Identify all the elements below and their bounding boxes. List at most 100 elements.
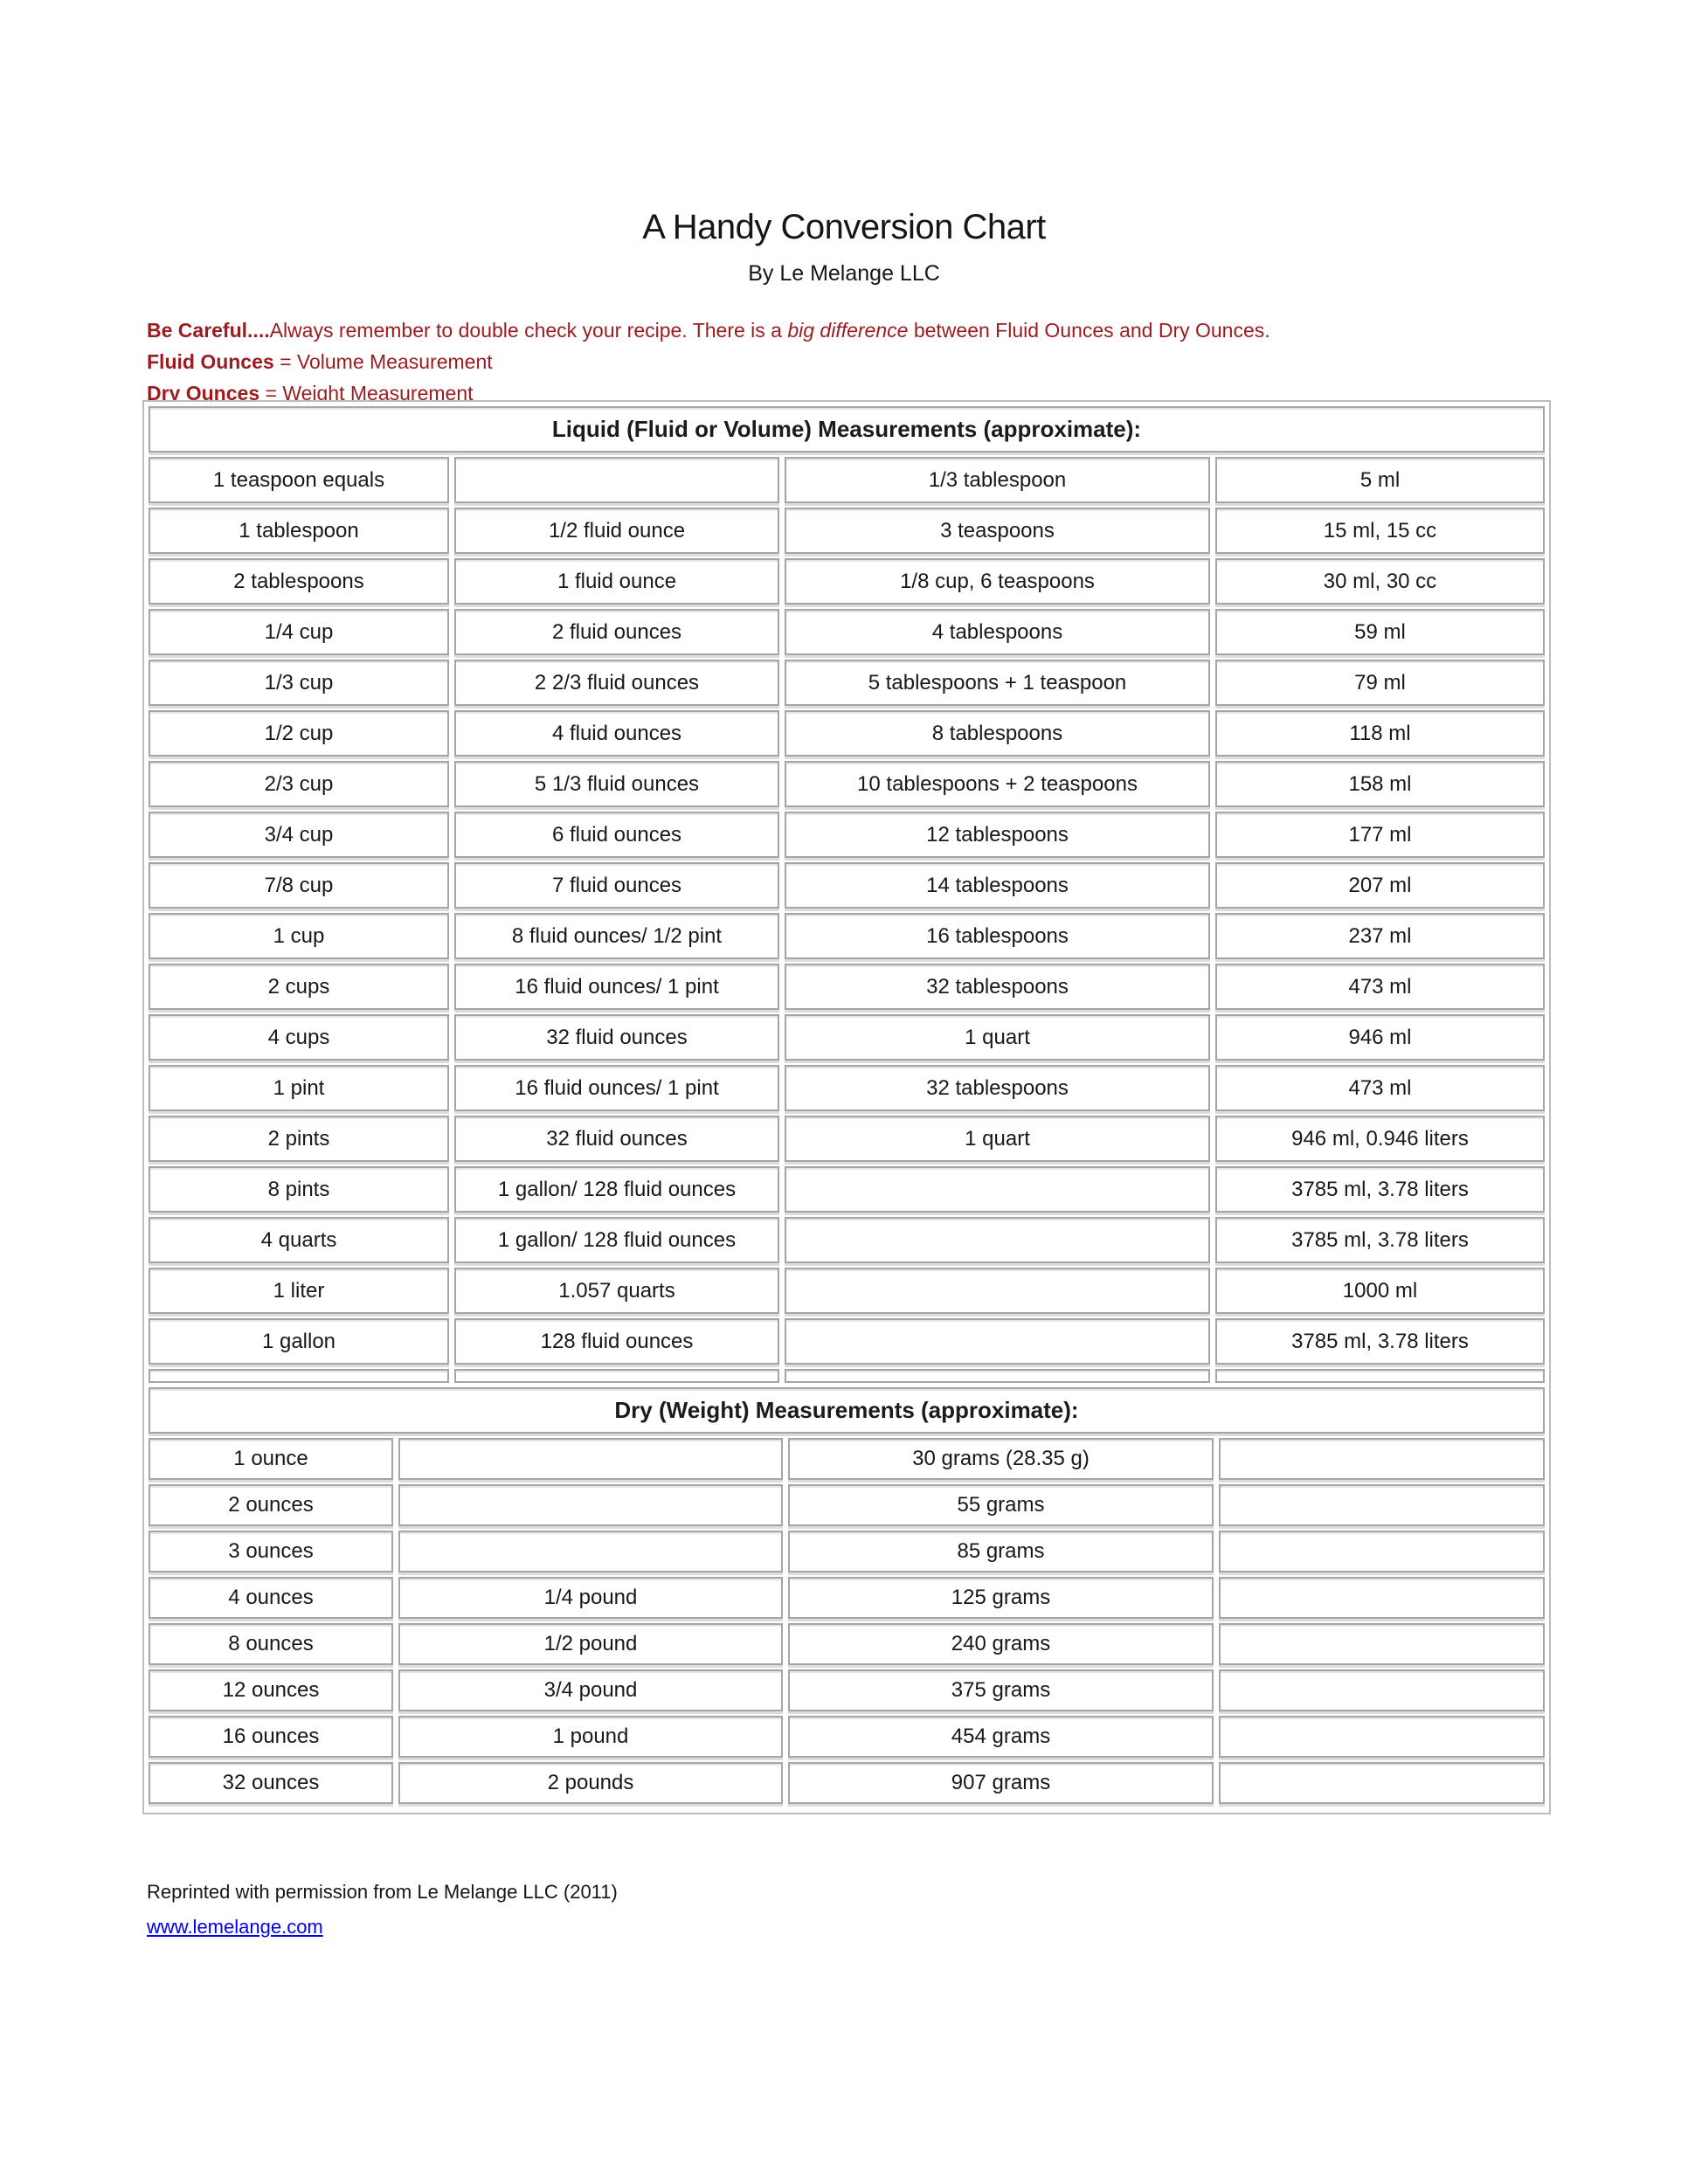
table-cell (785, 1166, 1210, 1213)
table-cell: 1/4 cup (149, 609, 449, 655)
table-cell: 237 ml (1215, 913, 1545, 959)
table-cell: 1 ounce (149, 1438, 393, 1480)
dry-table-header: Dry (Weight) Measurements (approximate): (149, 1387, 1545, 1434)
table-cell: 16 tablespoons (785, 913, 1210, 959)
liquid-table-header: Liquid (Fluid or Volume) Measurements (a… (149, 406, 1545, 453)
table-cell (398, 1484, 783, 1526)
table-cell: 1 fluid ounce (454, 558, 779, 605)
spacer-row (149, 1369, 1545, 1383)
table-cell: 2 cups (149, 964, 449, 1010)
table-cell: 3 ounces (149, 1531, 393, 1572)
spacer-cell (454, 1369, 779, 1383)
table-cell: 473 ml (1215, 964, 1545, 1010)
table-cell: 85 grams (788, 1531, 1214, 1572)
table-cell: 473 ml (1215, 1065, 1545, 1111)
table-cell: 128 fluid ounces (454, 1318, 779, 1365)
table-cell: 55 grams (788, 1484, 1214, 1526)
table-cell: 30 grams (28.35 g) (788, 1438, 1214, 1480)
table-cell: 12 ounces (149, 1669, 393, 1711)
table-cell: 79 ml (1215, 660, 1545, 706)
warning-text-1a: Always remember to double check your rec… (269, 319, 788, 342)
table-cell: 15 ml, 15 cc (1215, 508, 1545, 554)
table-cell: 8 ounces (149, 1623, 393, 1665)
table-cell: 1 tablespoon (149, 508, 449, 554)
table-cell: 1 pint (149, 1065, 449, 1111)
table-cell (454, 457, 779, 503)
table-cell: 4 cups (149, 1014, 449, 1061)
footer: Reprinted with permission from Le Melang… (147, 1875, 618, 1945)
website-link[interactable]: www.lemelange.com (147, 1916, 323, 1938)
table-cell (1219, 1669, 1545, 1711)
table-cell: 14 tablespoons (785, 862, 1210, 909)
table-cell: 207 ml (1215, 862, 1545, 909)
table-cell: 5 1/3 fluid ounces (454, 761, 779, 807)
warning-text-1b: between Fluid Ounces and Dry Ounces. (908, 319, 1270, 342)
table-cell: 1/2 pound (398, 1623, 783, 1665)
conversion-tables: Liquid (Fluid or Volume) Measurements (a… (142, 400, 1551, 1814)
table-cell: 2 pounds (398, 1762, 783, 1804)
table-cell: 3785 ml, 3.78 liters (1215, 1166, 1545, 1213)
table-cell: 6 fluid ounces (454, 812, 779, 858)
warning-line-2: Fluid Ounces = Volume Measurement (147, 346, 1562, 377)
table-cell: 1 gallon/ 128 fluid ounces (454, 1166, 779, 1213)
table-cell: 454 grams (788, 1716, 1214, 1758)
table-cell: 8 tablespoons (785, 710, 1210, 757)
liquid-table: 1 teaspoon equals 1/3 tablespoon 5 ml 1 tab… (149, 457, 1545, 1365)
table-cell: 1/2 cup (149, 710, 449, 757)
table-cell (1219, 1762, 1545, 1804)
table-cell: 7 fluid ounces (454, 862, 779, 909)
table-cell: 4 tablespoons (785, 609, 1210, 655)
table-cell (1219, 1623, 1545, 1665)
warning-bold-1: Be Careful.... (147, 319, 270, 342)
table-cell: 32 ounces (149, 1762, 393, 1804)
warning-italic-1: big difference (787, 319, 909, 342)
table-cell (785, 1217, 1210, 1263)
table-cell: 8 pints (149, 1166, 449, 1213)
spacer-cell (785, 1369, 1210, 1383)
table-cell: 1 pound (398, 1716, 783, 1758)
table-cell: 12 tablespoons (785, 812, 1210, 858)
table-cell (1219, 1716, 1545, 1758)
warning-bold-2: Fluid Ounces (147, 350, 274, 373)
warning-text-2: = Volume Measurement (273, 350, 493, 373)
table-cell: 907 grams (788, 1762, 1214, 1804)
table-cell: 1 quart (785, 1116, 1210, 1162)
page-title: A Handy Conversion Chart (642, 208, 1046, 246)
warning-block: Be Careful....Always remember to double … (147, 314, 1562, 409)
table-cell: 7/8 cup (149, 862, 449, 909)
table-cell: 2/3 cup (149, 761, 449, 807)
spacer-cell (1215, 1369, 1545, 1383)
table-cell (1219, 1531, 1545, 1572)
table-cell: 3 teaspoons (785, 508, 1210, 554)
table-cell: 118 ml (1215, 710, 1545, 757)
table-cell (1219, 1438, 1545, 1480)
table-cell: 5 ml (1215, 457, 1545, 503)
table-cell: 5 tablespoons + 1 teaspoon (785, 660, 1210, 706)
table-cell: 1.057 quarts (454, 1268, 779, 1314)
table-cell: 375 grams (788, 1669, 1214, 1711)
table-cell: 3785 ml, 3.78 liters (1215, 1318, 1545, 1365)
table-cell: 10 tablespoons + 2 teaspoons (785, 761, 1210, 807)
table-cell: 3785 ml, 3.78 liters (1215, 1217, 1545, 1263)
table-cell (398, 1438, 783, 1480)
table-cell: 177 ml (1215, 812, 1545, 858)
dry-table: 1 ounce 30 grams (28.35 g) 2 ounces 55 gram… (149, 1438, 1545, 1804)
table-cell: 16 fluid ounces/ 1 pint (454, 964, 779, 1010)
table-cell: 1 liter (149, 1268, 449, 1314)
table-cell: 3/4 cup (149, 812, 449, 858)
table-cell: 8 fluid ounces/ 1/2 pint (454, 913, 779, 959)
table-cell: 1 cup (149, 913, 449, 959)
page-subtitle: By Le Melange LLC (748, 261, 940, 286)
table-cell: 1/4 pound (398, 1577, 783, 1619)
table-cell: 158 ml (1215, 761, 1545, 807)
table-cell: 1 gallon/ 128 fluid ounces (454, 1217, 779, 1263)
table-cell: 1/3 tablespoon (785, 457, 1210, 503)
table-cell: 1/3 cup (149, 660, 449, 706)
table-cell: 16 fluid ounces/ 1 pint (454, 1065, 779, 1111)
table-cell: 59 ml (1215, 609, 1545, 655)
credit-line: Reprinted with permission from Le Melang… (147, 1881, 618, 1903)
table-cell: 2 2/3 fluid ounces (454, 660, 779, 706)
spacer-cell (149, 1369, 449, 1383)
table-cell: 1/2 fluid ounce (454, 508, 779, 554)
table-cell: 30 ml, 30 cc (1215, 558, 1545, 605)
